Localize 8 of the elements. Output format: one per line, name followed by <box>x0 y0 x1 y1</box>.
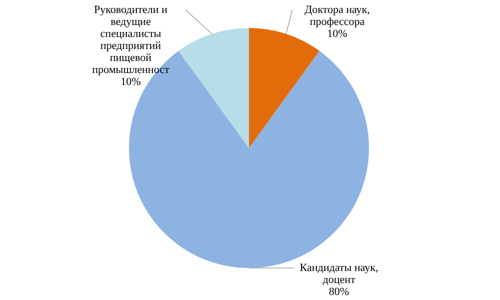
slice-label: Доктора наук, профессора <box>304 4 370 28</box>
slice-label: Руководители и ведущие специалисты предприятий пищевой промышленност <box>92 4 170 76</box>
data-label: 10% <box>120 76 141 88</box>
data-label: 80% <box>328 286 350 298</box>
pie-slice <box>178 28 249 148</box>
data-label: 10% <box>327 28 348 40</box>
pie-slice <box>249 28 320 148</box>
slice-label: Кандидаты наук, доцент <box>300 262 378 286</box>
